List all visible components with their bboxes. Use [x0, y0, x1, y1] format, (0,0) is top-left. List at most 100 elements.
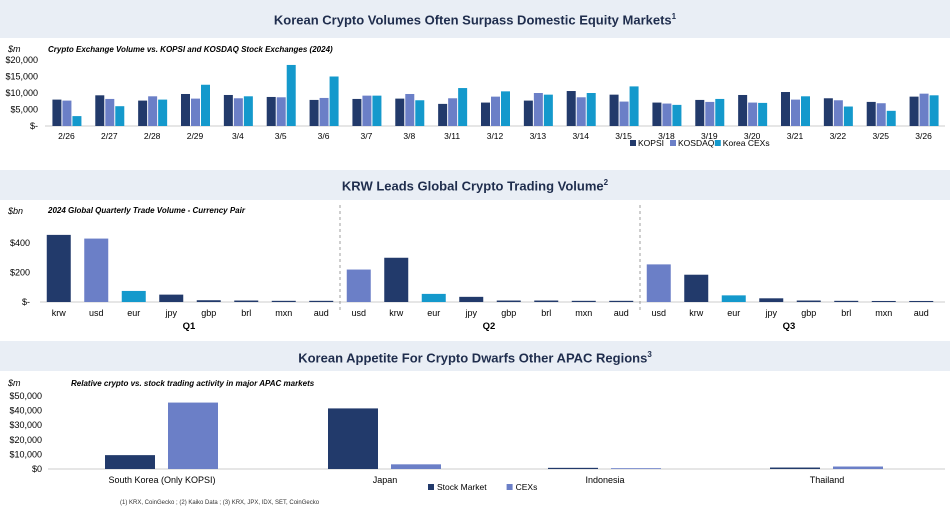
chart3-legend-label: CEXs — [516, 482, 538, 492]
chart1-bar — [158, 99, 168, 126]
chart2-ytick: $- — [22, 297, 30, 307]
chart1-bar — [738, 94, 748, 126]
chart1-bar — [115, 106, 125, 126]
chart2-xtick: eur — [727, 308, 740, 318]
chart1-xtick: 3/19 — [701, 131, 718, 141]
chart3-ytick: $50,000 — [9, 391, 42, 401]
chart3-ytick: $30,000 — [9, 420, 42, 430]
chart1-bar — [95, 95, 105, 126]
chart3-ytick: $0 — [32, 464, 42, 474]
chart2-xtick: eur — [427, 308, 440, 318]
chart1-xtick: 3/11 — [444, 131, 460, 141]
chart2-unit: $bn — [7, 206, 23, 216]
chart1-legend-label: KOSDAQ — [678, 138, 715, 148]
chart3-subtitle: Relative crypto vs. stock trading activi… — [71, 379, 315, 388]
chart3-bar — [328, 408, 378, 469]
chart1-xtick: 3/14 — [572, 131, 589, 141]
chart1-bar — [566, 91, 576, 126]
chart1-bar — [758, 102, 768, 126]
chart1-bar — [309, 99, 319, 126]
chart1-bar — [148, 96, 158, 126]
chart3-bar — [168, 402, 218, 469]
chart2-bar — [721, 295, 746, 302]
chart1-bar — [695, 99, 705, 126]
chart2-bar — [384, 257, 409, 302]
chart1-bar — [843, 106, 853, 126]
chart1-xtick: 3/6 — [318, 131, 330, 141]
chart1-bar — [823, 98, 833, 126]
chart3-bar — [105, 455, 155, 469]
chart1-xtick: 3/13 — [530, 131, 547, 141]
chart2-xtick: mxn — [275, 308, 292, 318]
chart2-xtick: aud — [914, 308, 929, 318]
chart1-bar — [501, 91, 510, 126]
chart1-bar — [405, 93, 415, 126]
chart2-bar — [196, 300, 221, 302]
chart1-bar — [866, 101, 876, 126]
chart1-bar — [266, 96, 276, 126]
chart1-bar — [491, 96, 500, 126]
chart2-ytick: $200 — [10, 268, 30, 278]
chart1-legend-swatch — [670, 140, 676, 146]
chart2-bar — [534, 300, 559, 302]
chart1-bar — [105, 98, 115, 126]
chart2-xtick: brl — [541, 308, 551, 318]
chart2-xtick: jpy — [464, 308, 477, 318]
chart2-bar — [609, 300, 634, 302]
chart1-bar — [138, 100, 148, 126]
chart1-bar — [415, 100, 425, 126]
chart1-xtick: 2/27 — [101, 131, 118, 141]
chart2-bar — [234, 300, 259, 302]
chart1-bar — [919, 93, 929, 126]
chart1-xtick: 3/4 — [232, 131, 244, 141]
chart2-bar — [421, 293, 446, 302]
chart3-xtick: Indonesia — [585, 475, 624, 485]
chart1-bar — [395, 98, 405, 126]
chart2-bar — [84, 238, 109, 302]
chart2-bar — [571, 300, 596, 302]
chart3-bar — [770, 467, 820, 469]
chart3-ytick: $40,000 — [9, 406, 42, 416]
chart1-bar — [286, 64, 296, 126]
chart2-xtick: gbp — [501, 308, 516, 318]
chart1-ytick: $- — [30, 121, 38, 131]
chart2-bar — [459, 296, 484, 302]
chart2-ytick: $400 — [10, 238, 30, 248]
chart3-ytick: $10,000 — [9, 449, 42, 459]
chart1-xtick: 3/25 — [872, 131, 889, 141]
chart3-legend-swatch — [428, 484, 434, 490]
chart1-bar — [201, 84, 210, 126]
chart1-bar — [781, 92, 790, 126]
chart1-ytick: $10,000 — [5, 88, 38, 98]
chart1-xtick: 3/12 — [487, 131, 504, 141]
chart1-bar — [362, 95, 372, 126]
chart1-bar — [62, 100, 72, 126]
chart3-bar — [833, 466, 883, 469]
chart1-xtick: 2/28 — [144, 131, 161, 141]
chart1-legend-label: KOPSI — [638, 138, 664, 148]
chart1-bar — [748, 102, 758, 126]
chart1-bar — [181, 93, 190, 126]
chart2-bar — [684, 274, 709, 302]
chart2-xtick: brl — [841, 308, 851, 318]
chart1-bar — [523, 100, 533, 126]
chart1-bar — [629, 86, 639, 126]
chart2-bar — [646, 264, 671, 302]
chart1-legend-swatch — [714, 140, 721, 146]
chart1-ytick: $20,000 — [5, 55, 38, 65]
chart3-legend-swatch — [506, 484, 513, 490]
chart2-xtick: usd — [351, 308, 366, 318]
chart1-bar — [191, 98, 200, 126]
chart1-bar — [243, 96, 253, 126]
chart1-xtick: 3/8 — [403, 131, 415, 141]
chart1-unit: $m — [7, 44, 21, 54]
chart1-bar — [662, 103, 672, 126]
panel1-header-band — [0, 0, 950, 38]
chart2-xtick: gbp — [801, 308, 816, 318]
chart3-xtick: Japan — [373, 475, 398, 485]
chart1-bar — [672, 104, 682, 126]
panel1-title: Korean Crypto Volumes Often Surpass Dome… — [273, 12, 677, 28]
chart2-bar — [871, 300, 896, 302]
chart2-bar — [271, 300, 296, 302]
